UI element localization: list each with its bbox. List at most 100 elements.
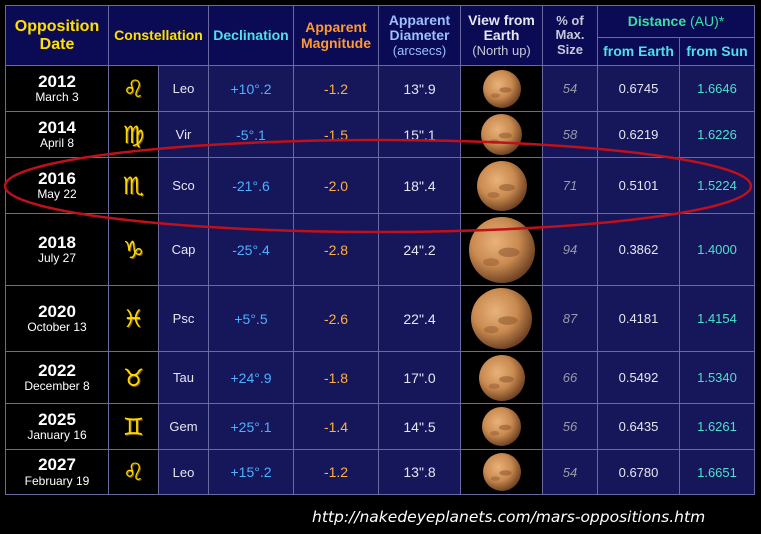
- diameter-value: 13".9: [379, 66, 461, 112]
- distance-earth-value: 0.5101: [598, 158, 680, 214]
- mars-view-cell: [461, 158, 543, 214]
- pisces-glyph-icon: ♓: [123, 305, 145, 333]
- header-declination: Declination: [209, 6, 294, 66]
- leo-glyph-icon: ♌: [123, 458, 145, 486]
- zodiac-cell: ♍: [109, 112, 159, 158]
- zodiac-cell: ♌: [109, 66, 159, 112]
- year: 2012: [6, 73, 108, 91]
- mars-disc-icon: [476, 160, 528, 212]
- header-distance-label: Distance: [628, 13, 686, 29]
- date-cell: 2014 April 8: [6, 112, 109, 158]
- pct-max-size-value: 71: [543, 158, 598, 214]
- mars-disc-icon: [478, 354, 526, 402]
- year: 2027: [6, 456, 108, 474]
- pct-max-size-value: 58: [543, 112, 598, 158]
- header-opposition-date: Opposition Date: [6, 6, 109, 66]
- mars-disc-icon: [470, 287, 533, 350]
- table-row: 2025 January 16 ♊ Gem +25°.1 -1.4 14".5 56 0.643…: [6, 404, 755, 450]
- date-cell: 2016 May 22: [6, 158, 109, 214]
- month-day: May 22: [6, 187, 108, 201]
- month-day: October 13: [6, 320, 108, 334]
- header-view-note: (North up): [461, 44, 542, 58]
- table-row: 2020 October 13 ♓ Psc +5°.5 -2.6 22".4 87 0.4181…: [6, 286, 755, 352]
- year: 2022: [6, 362, 108, 380]
- zodiac-cell: ♉: [109, 352, 159, 404]
- mars-disc-icon: [468, 216, 536, 284]
- table-body: 2012 March 3 ♌ Leo +10°.2 -1.2 13".9 54 0.6745 1.…: [6, 66, 755, 495]
- month-day: January 16: [6, 428, 108, 442]
- date-cell: 2018 July 27: [6, 214, 109, 286]
- constellation-abbr: Sco: [159, 158, 209, 214]
- pct-max-size-value: 94: [543, 214, 598, 286]
- constellation-abbr: Leo: [159, 66, 209, 112]
- declination-value: +5°.5: [209, 286, 294, 352]
- zodiac-cell: ♏: [109, 158, 159, 214]
- date-cell: 2027 February 19: [6, 450, 109, 495]
- magnitude-value: -1.5: [294, 112, 379, 158]
- zodiac-cell: ♑: [109, 214, 159, 286]
- year: 2020: [6, 303, 108, 321]
- pct-max-size-value: 54: [543, 66, 598, 112]
- distance-sun-value: 1.5224: [680, 158, 755, 214]
- mars-disc-icon: [481, 406, 522, 447]
- header-diameter-unit: (arcsecs): [379, 44, 460, 58]
- month-day: July 27: [6, 251, 108, 265]
- pct-max-size-value: 54: [543, 450, 598, 495]
- year: 2016: [6, 170, 108, 188]
- virgo-glyph-icon: ♍: [123, 121, 145, 149]
- table-row: 2022 December 8 ♉ Tau +24°.9 -1.8 17".0 66 0.549…: [6, 352, 755, 404]
- diameter-value: 24".2: [379, 214, 461, 286]
- mars-oppositions-table: Opposition Date Constellation Declinatio…: [5, 5, 755, 495]
- distance-earth-value: 0.6219: [598, 112, 680, 158]
- table-row: 2018 July 27 ♑ Cap -25°.4 -2.8 24".2 94 0.3862 1.…: [6, 214, 755, 286]
- mars-view-cell: [461, 404, 543, 450]
- table-row: 2016 May 22 ♏ Sco -21°.6 -2.0 18".4 71 0.5101 1.5…: [6, 158, 755, 214]
- header-pct-max-size: % of Max. Size: [543, 6, 598, 66]
- header-magnitude: Apparent Magnitude: [294, 6, 379, 66]
- mars-view-cell: [461, 352, 543, 404]
- constellation-abbr: Gem: [159, 404, 209, 450]
- magnitude-value: -1.2: [294, 450, 379, 495]
- header-distance: Distance (AU)*: [598, 6, 755, 38]
- header-constellation: Constellation: [109, 6, 209, 66]
- header-view-label: View from Earth: [461, 13, 542, 44]
- distance-sun-value: 1.6651: [680, 450, 755, 495]
- scorpio-glyph-icon: ♏: [123, 172, 145, 200]
- declination-value: -25°.4: [209, 214, 294, 286]
- diameter-value: 13".8: [379, 450, 461, 495]
- distance-sun-value: 1.6646: [680, 66, 755, 112]
- header-view: View from Earth (North up): [461, 6, 543, 66]
- declination-value: -21°.6: [209, 158, 294, 214]
- distance-earth-value: 0.3862: [598, 214, 680, 286]
- header-from-earth: from Earth: [598, 38, 680, 66]
- declination-value: +15°.2: [209, 450, 294, 495]
- taurus-glyph-icon: ♉: [123, 364, 145, 392]
- zodiac-cell: ♊: [109, 404, 159, 450]
- distance-earth-value: 0.5492: [598, 352, 680, 404]
- magnitude-value: -2.6: [294, 286, 379, 352]
- distance-sun-value: 1.5340: [680, 352, 755, 404]
- magnitude-value: -2.0: [294, 158, 379, 214]
- date-cell: 2012 March 3: [6, 66, 109, 112]
- date-cell: 2020 October 13: [6, 286, 109, 352]
- distance-sun-value: 1.4154: [680, 286, 755, 352]
- table-row: 2027 February 19 ♌ Leo +15°.2 -1.2 13".8 54 0.67…: [6, 450, 755, 495]
- header-magnitude-label: Apparent Magnitude: [301, 19, 371, 50]
- diameter-value: 14".5: [379, 404, 461, 450]
- diameter-value: 18".4: [379, 158, 461, 214]
- mars-view-cell: [461, 66, 543, 112]
- mars-view-cell: [461, 214, 543, 286]
- year: 2025: [6, 411, 108, 429]
- month-day: April 8: [6, 136, 108, 150]
- mars-view-cell: [461, 286, 543, 352]
- declination-value: +10°.2: [209, 66, 294, 112]
- header-distance-unit: (AU)*: [690, 13, 724, 29]
- distance-earth-value: 0.6435: [598, 404, 680, 450]
- diameter-value: 22".4: [379, 286, 461, 352]
- mars-view-cell: [461, 112, 543, 158]
- constellation-abbr: Tau: [159, 352, 209, 404]
- declination-value: +25°.1: [209, 404, 294, 450]
- date-cell: 2022 December 8: [6, 352, 109, 404]
- mars-disc-icon: [482, 69, 522, 109]
